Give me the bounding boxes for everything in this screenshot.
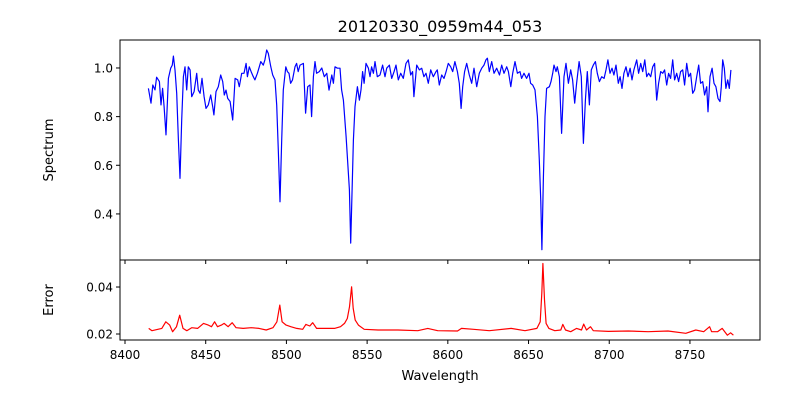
x-tick-label: 8750 (675, 348, 706, 362)
error-series-line (148, 262, 734, 336)
x-tick-label: 8650 (513, 348, 544, 362)
spectrum-y-tick-label: 1.0 (94, 61, 113, 75)
x-tick-label: 8600 (433, 348, 464, 362)
x-tick-label: 8450 (190, 348, 221, 362)
error-axes: 0.02 0.04 8400 8450 8500 8550 8600 8650 8700 8750… (42, 259, 761, 384)
spectrum-axes: 0.4 0.6 0.8 1.0 Spectrum (42, 39, 761, 264)
x-tick-label: 8700 (594, 348, 625, 362)
spectrum-axes-frame (119, 39, 761, 261)
spectrum-plot-area: 0.4 0.6 0.8 1.0 (94, 49, 732, 264)
spectrum-y-tick-label: 0.8 (94, 110, 113, 124)
error-y-tick-label: 0.02 (86, 328, 113, 342)
spectrum-y-tick-label: 0.6 (94, 159, 113, 173)
error-y-axis-label: Error (42, 284, 57, 316)
chart-title: 20120330_0959m44_053 (338, 17, 543, 37)
error-axes-frame (119, 259, 761, 341)
x-tick-label: 8400 (110, 348, 141, 362)
x-tick-label: 8550 (352, 348, 383, 362)
error-y-tick-label: 0.04 (86, 281, 113, 295)
spectrum-series-line (147, 49, 732, 251)
x-tick-label: 8500 (271, 348, 302, 362)
x-axis-label: Wavelength (401, 369, 478, 384)
spectrum-y-tick-label: 0.4 (94, 207, 113, 221)
error-plot-area: 0.02 0.04 8400 8450 8500 8550 8600 8650 8700 8750 (86, 262, 734, 362)
spectrum-y-axis-label: Spectrum (42, 119, 57, 182)
